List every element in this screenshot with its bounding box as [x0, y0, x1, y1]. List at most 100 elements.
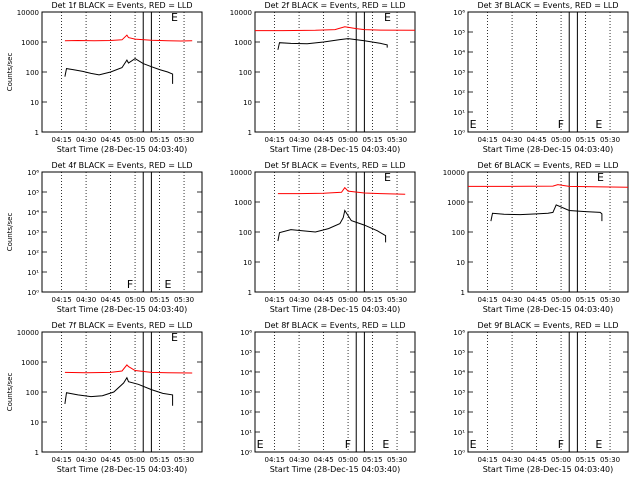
series-line-events	[277, 209, 387, 243]
y-tick-label: 10⁰	[240, 449, 252, 457]
x-tick-label: 05:15	[575, 136, 595, 144]
x-tick-label: 04:45	[100, 456, 120, 464]
y-tick-label: 100	[239, 229, 252, 237]
y-tick-label: 10000	[17, 9, 39, 17]
x-tick-label: 05:30	[600, 296, 620, 304]
marker-label: F	[558, 438, 564, 451]
x-tick-label: 05:00	[125, 136, 145, 144]
y-tick-label: 10⁶	[240, 329, 252, 337]
y-tick-label: 10⁰	[453, 449, 465, 457]
y-tick-label: 10⁴	[453, 369, 465, 377]
marker-label: E	[470, 118, 477, 131]
x-tick-label: 05:00	[338, 456, 358, 464]
y-tick-label: 10000	[443, 169, 465, 177]
x-tick-label: 05:30	[387, 296, 407, 304]
plot-title: Det 6f BLACK = Events, RED = LLD	[477, 161, 618, 170]
x-tick-label: 05:15	[362, 136, 382, 144]
x-tick-label: 05:00	[125, 296, 145, 304]
y-tick-label: 100	[239, 69, 252, 77]
y-axis-label: Counts/sec	[6, 373, 14, 412]
plot-panel-6: Det 6f BLACK = Events, RED = LLD Start Ti…	[443, 161, 629, 314]
plot-frame	[41, 331, 203, 453]
marker-label: E	[382, 438, 389, 451]
y-tick-label: 10⁰	[27, 289, 39, 297]
marker-label: F	[345, 438, 351, 451]
y-tick-label: 10⁰	[453, 129, 465, 137]
x-tick-label: 04:15	[477, 136, 497, 144]
x-tick-label: 05:15	[149, 456, 169, 464]
plot-panel-5: Det 5f BLACK = Events, RED = LLD Start Ti…	[230, 161, 416, 314]
y-tick-label: 10⁵	[240, 349, 252, 357]
y-tick-label: 100	[26, 69, 39, 77]
plot-frame	[41, 171, 203, 293]
y-tick-label: 10²	[240, 409, 252, 417]
y-tick-label: 10	[30, 99, 39, 107]
x-tick-label: 04:45	[526, 296, 546, 304]
y-tick-label: 1	[248, 289, 252, 297]
plot-frame	[467, 331, 629, 453]
x-axis-label: Start Time (28-Dec-15 04:03:40)	[483, 305, 614, 314]
plot-frame	[254, 331, 416, 453]
plot-panel-3: Det 3f BLACK = Events, RED = LLD Start Ti…	[453, 1, 629, 154]
x-tick-label: 04:15	[264, 456, 284, 464]
x-tick-label: 05:30	[387, 456, 407, 464]
y-tick-label: 10	[243, 259, 252, 267]
y-tick-label: 10⁶	[453, 329, 465, 337]
x-tick-label: 05:15	[575, 296, 595, 304]
marker-label: E	[595, 118, 602, 131]
x-tick-label: 05:15	[149, 296, 169, 304]
series-line-events	[64, 58, 174, 84]
x-tick-label: 05:30	[174, 296, 194, 304]
y-tick-label: 10	[30, 419, 39, 427]
plot-title: Det 2f BLACK = Events, RED = LLD	[264, 1, 405, 10]
plot-panel-1: Det 1f BLACK = Events, RED = LLD Start Ti…	[6, 1, 203, 154]
x-tick-label: 05:30	[387, 136, 407, 144]
y-tick-label: 10	[243, 99, 252, 107]
x-tick-label: 04:30	[502, 136, 522, 144]
x-tick-label: 05:00	[338, 136, 358, 144]
x-tick-label: 04:45	[313, 296, 333, 304]
plot-panel-8: Det 8f BLACK = Events, RED = LLD Start Ti…	[240, 321, 416, 474]
marker-label: E	[164, 278, 171, 291]
y-tick-label: 1000	[447, 199, 465, 207]
x-axis-label: Start Time (28-Dec-15 04:03:40)	[270, 465, 401, 474]
y-tick-label: 1000	[234, 39, 252, 47]
plot-title: Det 9f BLACK = Events, RED = LLD	[477, 321, 618, 330]
y-tick-label: 10⁴	[453, 49, 465, 57]
y-tick-label: 10⁶	[453, 9, 465, 17]
y-tick-label: 1000	[234, 199, 252, 207]
y-tick-label: 10³	[27, 229, 39, 237]
x-axis-label: Start Time (28-Dec-15 04:03:40)	[483, 145, 614, 154]
x-tick-label: 05:30	[600, 136, 620, 144]
x-tick-label: 04:15	[51, 456, 71, 464]
x-tick-label: 05:00	[338, 296, 358, 304]
x-tick-label: 04:30	[76, 296, 96, 304]
x-tick-label: 04:45	[526, 456, 546, 464]
x-tick-label: 05:30	[174, 456, 194, 464]
marker-label: E	[384, 171, 391, 184]
x-tick-label: 04:30	[289, 136, 309, 144]
plot-panel-2: Det 2f BLACK = Events, RED = LLD Start Ti…	[230, 1, 416, 154]
y-tick-label: 10000	[230, 169, 252, 177]
x-tick-label: 05:00	[125, 456, 145, 464]
x-tick-label: 05:15	[362, 456, 382, 464]
x-tick-label: 05:00	[551, 136, 571, 144]
plot-panel-4: Det 4f BLACK = Events, RED = LLD Start Ti…	[6, 161, 203, 314]
series-line-lld	[255, 26, 416, 32]
series-line-lld	[277, 186, 406, 195]
plot-frame	[254, 171, 416, 293]
series-line-events	[490, 204, 603, 222]
plot-panel-9: Det 9f BLACK = Events, RED = LLD Start Ti…	[453, 321, 629, 474]
y-tick-label: 10¹	[27, 269, 39, 277]
y-tick-label: 10⁴	[240, 369, 252, 377]
y-tick-label: 10³	[240, 389, 252, 397]
plot-frame	[467, 11, 629, 133]
x-tick-label: 04:30	[76, 456, 96, 464]
y-tick-label: 1	[35, 449, 39, 457]
y-tick-label: 100	[26, 389, 39, 397]
x-axis-label: Start Time (28-Dec-15 04:03:40)	[483, 465, 614, 474]
x-tick-label: 04:15	[477, 296, 497, 304]
marker-label: E	[597, 171, 604, 184]
marker-label: E	[595, 438, 602, 451]
y-tick-label: 10000	[230, 9, 252, 17]
